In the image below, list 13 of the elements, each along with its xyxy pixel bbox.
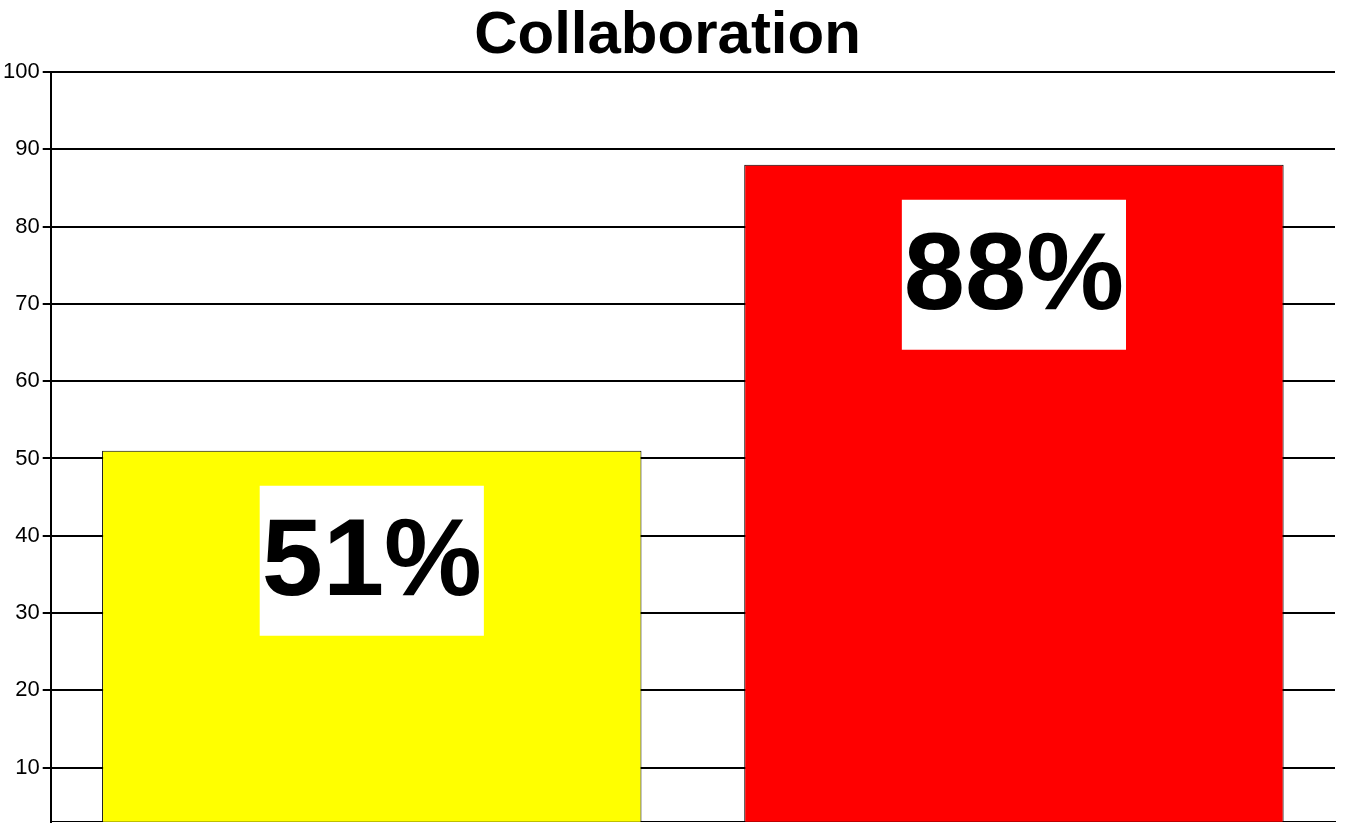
- data-label: 88%: [903, 209, 1125, 333]
- y-tick-label: 60: [15, 367, 40, 393]
- data-label: 51%: [261, 495, 482, 619]
- y-tick-label: 80: [15, 212, 40, 238]
- y-tick-label: 30: [15, 599, 40, 625]
- y-tick-label: 50: [15, 444, 40, 470]
- y-tick-label: 10: [15, 753, 40, 779]
- y-tick-label: 70: [15, 289, 40, 315]
- chart-title: Collaboration: [474, 0, 861, 66]
- y-tick-label: 20: [15, 676, 40, 702]
- y-tick-label: 40: [15, 521, 40, 547]
- y-tick-label: 100: [2, 58, 40, 84]
- y-tick-label: 90: [15, 135, 40, 161]
